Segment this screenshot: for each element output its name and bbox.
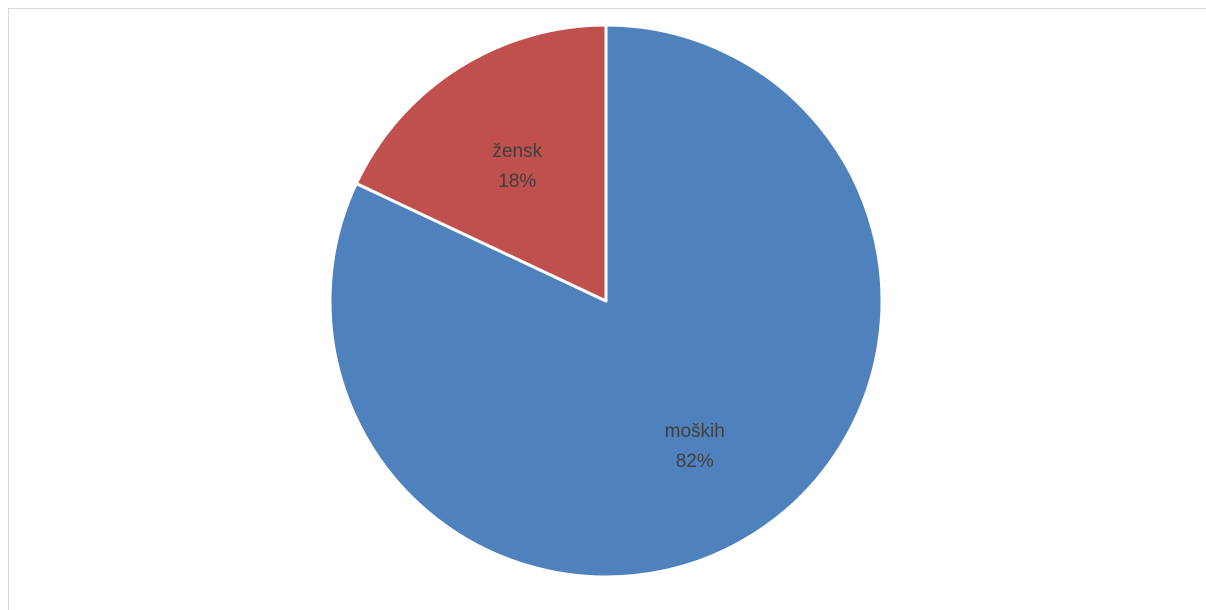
pie-slices xyxy=(328,23,884,579)
pie-slice-2 xyxy=(354,23,608,303)
pie-labels: moških 82% žensk 18% xyxy=(492,141,724,472)
pie-slice-value-1: 82% xyxy=(676,451,714,472)
pie-slice-label-2: žensk xyxy=(492,141,542,162)
pie-slice-value-2: 18% xyxy=(498,171,536,192)
pie-slice-label-1: moških xyxy=(665,421,725,442)
